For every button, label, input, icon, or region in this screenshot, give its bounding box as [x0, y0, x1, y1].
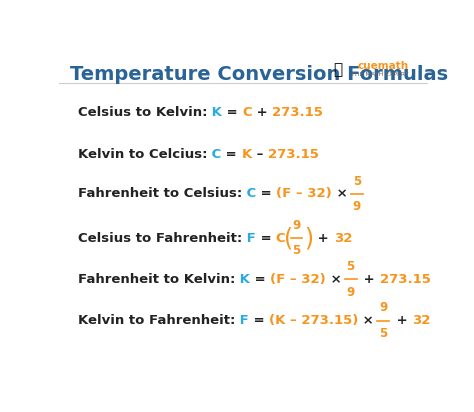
- Text: C: C: [242, 106, 252, 119]
- Text: =: =: [222, 106, 242, 119]
- Text: Kelvin to Fahrenheit:: Kelvin to Fahrenheit:: [78, 314, 235, 327]
- Text: K: K: [242, 147, 252, 161]
- Text: (F – 32): (F – 32): [276, 187, 332, 200]
- Text: 5: 5: [379, 327, 387, 340]
- Text: 🚀: 🚀: [333, 62, 342, 77]
- Text: 5: 5: [353, 175, 361, 187]
- Text: +: +: [252, 106, 272, 119]
- Text: Fahrenheit to Kelvin:: Fahrenheit to Kelvin:: [78, 273, 235, 286]
- Text: 32: 32: [412, 314, 430, 327]
- Text: 273.15: 273.15: [272, 106, 323, 119]
- Text: K: K: [207, 106, 222, 119]
- Text: +: +: [313, 232, 334, 245]
- Text: C: C: [242, 187, 256, 200]
- Text: Fahrenheit to Celsius:: Fahrenheit to Celsius:: [78, 187, 242, 200]
- Text: K: K: [235, 273, 250, 286]
- Text: Celsius to Fahrenheit:: Celsius to Fahrenheit:: [78, 232, 242, 245]
- Text: (F – 32): (F – 32): [270, 273, 326, 286]
- Text: 32: 32: [334, 232, 352, 245]
- Text: =: =: [249, 314, 269, 327]
- Text: (: (: [284, 226, 293, 250]
- Text: 5: 5: [346, 260, 355, 273]
- Text: –: –: [252, 147, 268, 161]
- Text: Celsius to Kelvin:: Celsius to Kelvin:: [78, 106, 207, 119]
- Text: 9: 9: [292, 219, 301, 232]
- Text: C: C: [207, 147, 221, 161]
- Text: =: =: [221, 147, 242, 161]
- Text: ): ): [304, 226, 314, 250]
- Text: ×: ×: [358, 314, 379, 327]
- Text: F: F: [235, 314, 249, 327]
- Text: =: =: [255, 232, 276, 245]
- Text: (K – 273.15): (K – 273.15): [269, 314, 358, 327]
- Text: Kelvin to Celcius:: Kelvin to Celcius:: [78, 147, 207, 161]
- Text: 9: 9: [379, 302, 387, 314]
- Text: F: F: [242, 232, 255, 245]
- Text: 273.15: 273.15: [268, 147, 319, 161]
- Text: 9: 9: [346, 286, 355, 299]
- Text: ×: ×: [332, 187, 353, 200]
- Text: 273.15: 273.15: [380, 273, 430, 286]
- Text: +: +: [392, 314, 412, 327]
- Text: +: +: [359, 273, 380, 286]
- Text: Temperature Conversion Formulas: Temperature Conversion Formulas: [70, 66, 448, 84]
- Text: C: C: [276, 232, 285, 245]
- Text: 9: 9: [353, 200, 361, 213]
- Text: ×: ×: [326, 273, 346, 286]
- Text: =: =: [256, 187, 276, 200]
- Text: 5: 5: [292, 244, 301, 258]
- Text: =: =: [250, 273, 270, 286]
- Text: THE MATH EXPERT: THE MATH EXPERT: [351, 72, 408, 77]
- Text: cuemath: cuemath: [357, 61, 408, 70]
